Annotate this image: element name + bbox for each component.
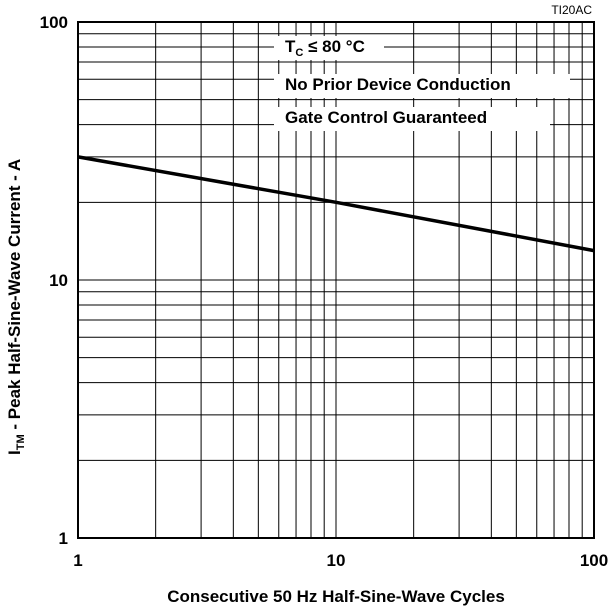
text-main: I xyxy=(5,450,24,455)
text-main: T xyxy=(285,37,296,56)
plot-frame xyxy=(77,21,595,539)
annotation: TC ≤ 80 °C xyxy=(285,37,365,59)
y-tick-label: 10 xyxy=(49,271,68,290)
text-rest: ≤ 80 °C xyxy=(303,37,364,56)
annotation: ITM - Peak Half-Sine-Wave Current - A xyxy=(5,159,27,455)
x-axis-label: Consecutive 50 Hz Half-Sine-Wave Cycles xyxy=(167,587,505,606)
y-tick-label: 100 xyxy=(40,13,68,32)
y-tick-label: 1 xyxy=(59,529,68,548)
annotation-bg xyxy=(274,107,550,131)
annotation: No Prior Device Conduction xyxy=(285,75,511,94)
data-line xyxy=(77,155,595,253)
x-tick-label: 10 xyxy=(327,551,346,570)
annotation: Gate Control Guaranteed xyxy=(285,108,487,127)
x-tick-label: 100 xyxy=(580,551,608,570)
text-rest: - Peak Half-Sine-Wave Current - A xyxy=(5,159,24,435)
text-sub: C xyxy=(295,47,303,59)
annotation-bg xyxy=(274,74,570,98)
annotation-bg xyxy=(274,36,384,60)
text-sub: TM xyxy=(15,434,27,450)
x-tick-label: 1 xyxy=(73,551,82,570)
chart-code: TI20AC xyxy=(551,3,592,17)
